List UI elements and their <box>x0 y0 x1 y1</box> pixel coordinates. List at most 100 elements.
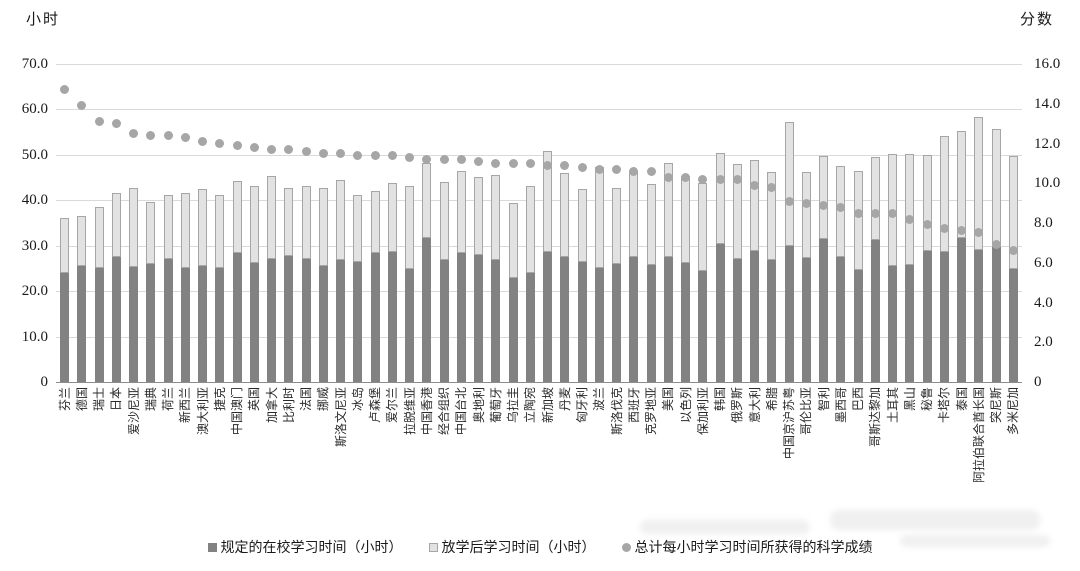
category-label: 法国 <box>299 387 314 412</box>
after-school-bar-segment <box>439 181 449 260</box>
after-school-bar-segment <box>215 194 225 269</box>
after-school-bar-segment <box>819 155 829 239</box>
category-label: 阿拉伯联合酋长国 <box>971 387 986 484</box>
category-label: 卢森堡 <box>368 387 383 424</box>
in-school-square-icon <box>207 542 217 552</box>
after-school-bar-segment <box>387 182 397 253</box>
in-school-bar-segment <box>439 259 449 382</box>
category-label: 希腊 <box>764 387 779 412</box>
score-dot <box>525 158 535 168</box>
after-school-bar-segment <box>353 195 363 262</box>
in-school-bar-segment <box>888 265 898 382</box>
category-label: 匈牙利 <box>575 387 590 424</box>
score-dot <box>180 133 190 143</box>
in-school-bar-segment <box>612 263 622 382</box>
category-label: 智利 <box>816 387 831 412</box>
after-school-bar-segment <box>77 216 87 267</box>
in-school-bar-segment <box>129 267 139 382</box>
after-school-bar-segment <box>232 180 242 253</box>
category-label: 经合组织 <box>437 387 452 436</box>
left-axis-tick-label: 10.0 <box>21 328 48 345</box>
in-school-bar-segment <box>870 239 880 382</box>
in-school-bar-segment <box>232 252 242 382</box>
score-dot <box>922 220 932 230</box>
gridline <box>56 291 1022 293</box>
in-school-bar-segment <box>1008 269 1018 382</box>
score-dot <box>111 119 121 129</box>
category-label: 捷克 <box>212 387 227 412</box>
in-school-bar-segment <box>732 258 742 382</box>
after-school-bar-segment <box>577 188 587 262</box>
after-school-bar-segment <box>422 163 432 238</box>
score-dot <box>318 148 328 158</box>
gridline <box>56 154 1022 156</box>
watermark-smudge <box>900 535 1050 547</box>
after-school-bar-segment <box>336 179 346 260</box>
category-label: 以色列 <box>678 387 693 424</box>
after-school-bar-segment <box>801 171 811 259</box>
after-school-bar-segment <box>508 202 518 278</box>
category-label: 斯洛文尼亚 <box>333 387 348 448</box>
after-school-bar-segment <box>60 218 70 273</box>
category-label: 澳大利亚 <box>195 387 210 436</box>
score-dot <box>957 226 967 236</box>
after-school-bar-segment <box>594 167 604 268</box>
category-label: 挪威 <box>316 387 331 412</box>
in-school-bar-segment <box>991 246 1001 382</box>
after-school-bar-segment <box>870 157 880 240</box>
category-label: 爱沙尼亚 <box>126 387 141 436</box>
score-dot <box>456 154 466 164</box>
category-label: 黑山 <box>902 387 917 412</box>
after-school-bar-segment <box>525 185 535 273</box>
in-school-bar-segment <box>629 257 639 382</box>
score-dot <box>439 154 449 164</box>
score-dot <box>301 146 311 156</box>
score-dot <box>905 214 915 224</box>
category-label: 土耳其 <box>885 387 900 424</box>
in-school-bar-segment <box>163 259 173 382</box>
in-school-bar-segment <box>853 269 863 382</box>
after-school-bar-segment <box>646 184 656 265</box>
in-school-bar-segment <box>905 264 915 382</box>
in-school-bar-segment <box>146 263 156 382</box>
score-dot <box>370 150 380 160</box>
score-dot <box>336 148 346 158</box>
gridline <box>56 245 1022 247</box>
in-school-bar-segment <box>939 252 949 382</box>
right-axis-tick-label: 14.0 <box>1034 95 1061 112</box>
score-dot <box>612 164 622 174</box>
right-axis-tick-label: 8.0 <box>1034 215 1053 231</box>
in-school-bar-segment <box>681 263 691 382</box>
category-label: 巴西 <box>851 387 866 412</box>
after-school-bar-segment <box>612 188 622 264</box>
score-dot <box>284 144 294 154</box>
category-label: 突尼斯 <box>989 387 1004 424</box>
category-label: 斯洛伐克 <box>609 387 624 436</box>
in-school-bar-segment <box>663 256 673 382</box>
in-school-bar-segment <box>456 252 466 382</box>
category-label: 泰国 <box>954 387 969 412</box>
after-school-bar-segment <box>301 186 311 259</box>
after-school-bar-segment <box>681 175 691 264</box>
after-school-bar-segment <box>698 182 708 272</box>
category-label: 中国台北 <box>454 387 469 436</box>
legend-item-score-per-hour: 总计每小时学习时间所获得的科学成绩 <box>621 537 873 557</box>
score-dot <box>732 174 742 184</box>
score-dot <box>163 131 173 141</box>
category-label: 德国 <box>74 387 89 412</box>
in-school-bar-segment <box>577 261 587 382</box>
in-school-bar-segment <box>474 254 484 382</box>
in-school-bar-segment <box>819 238 829 382</box>
score-dot <box>646 166 656 176</box>
category-label: 克罗地亚 <box>644 387 659 436</box>
in-school-bar-segment <box>750 251 760 382</box>
category-label: 墨西哥 <box>833 387 848 424</box>
in-school-bar-segment <box>543 251 553 382</box>
in-school-bar-segment <box>215 268 225 382</box>
in-school-bar-segment <box>405 268 415 382</box>
in-school-bar-segment <box>922 251 932 382</box>
category-label: 丹麦 <box>557 387 572 412</box>
score-dot <box>491 158 501 168</box>
legend-label-after-school: 放学后学习时间（小时） <box>441 541 596 556</box>
right-axis-tick-label: 2.0 <box>1034 334 1053 351</box>
